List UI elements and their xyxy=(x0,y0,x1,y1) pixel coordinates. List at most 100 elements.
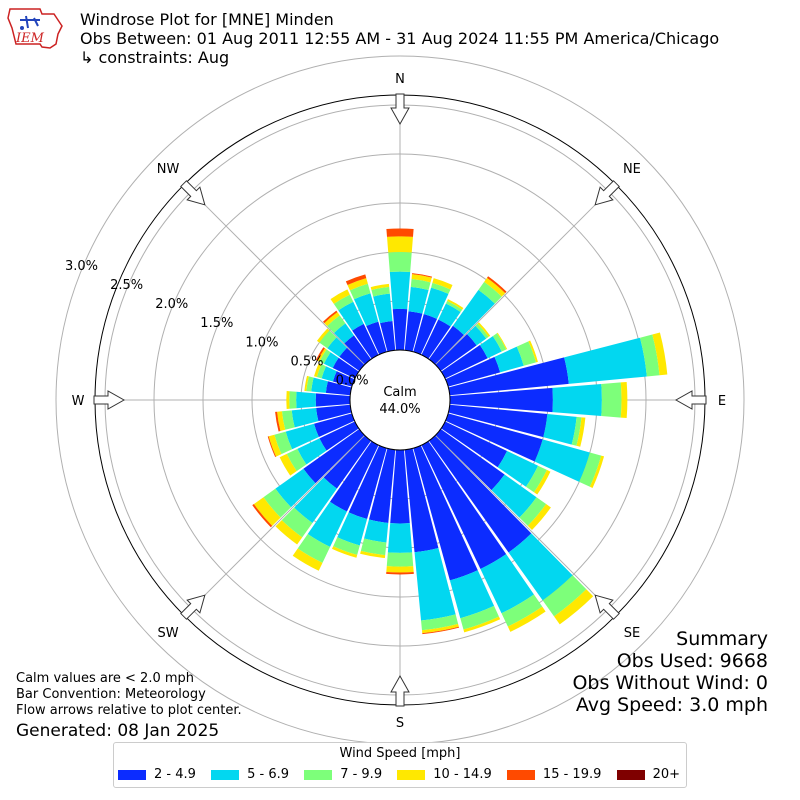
wind-bar-340-bin-3 xyxy=(347,278,368,291)
direction-label-sw: SW xyxy=(158,626,179,641)
wind-bar-220-bin-1 xyxy=(294,477,337,523)
wind-bar-10-bin-4 xyxy=(412,273,433,278)
wind-bar-140-bin-1 xyxy=(508,533,573,601)
wind-bar-150-bin-2 xyxy=(501,594,543,627)
direction-label-ne: NE xyxy=(623,162,641,177)
wind-bar-210-bin-1 xyxy=(307,501,347,547)
wind-bar-250-bin-0 xyxy=(314,413,355,438)
wind-bar-0-bin-4 xyxy=(386,228,414,237)
legend-item-bin-3: 10 - 14.9 xyxy=(397,767,492,782)
wind-bar-320-bin-1 xyxy=(333,323,354,344)
wind-bar-330-bin-0 xyxy=(352,323,379,359)
wind-bar-130-bin-2 xyxy=(519,497,547,526)
wind-bar-100-bin-2 xyxy=(571,416,582,446)
wind-bar-240-bin-2 xyxy=(286,448,307,472)
wind-bar-230-bin-4 xyxy=(252,504,273,528)
legend-swatch xyxy=(616,769,645,780)
wind-bar-260-bin-1 xyxy=(291,408,319,428)
generated-date: Generated: 08 Jan 2025 xyxy=(16,721,220,741)
wind-bar-190-bin-3 xyxy=(360,550,386,559)
wind-bar-130-bin-3 xyxy=(527,504,551,530)
summary-avg-speed: Avg Speed: 3.0 mph xyxy=(575,694,768,716)
wind-bar-120-bin-2 xyxy=(525,465,547,493)
wind-bar-320-bin-2 xyxy=(327,315,346,333)
wind-bar-330-bin-2 xyxy=(333,294,354,311)
legend-item-bin-0: 2 - 4.9 xyxy=(118,767,196,782)
wind-bar-250-bin-3 xyxy=(268,434,282,457)
wind-bar-90-bin-2 xyxy=(601,382,622,418)
flow-arrow-s xyxy=(390,674,410,707)
wind-bar-210-bin-0 xyxy=(329,441,379,512)
wind-bar-340-bin-2 xyxy=(349,283,371,300)
wind-bar-140-bin-2 xyxy=(542,575,587,617)
radial-gridline xyxy=(183,435,365,617)
flow-arrow-se xyxy=(594,594,620,620)
wind-bar-10-bin-1 xyxy=(408,286,429,314)
legend-swatch xyxy=(304,769,333,780)
wind-bar-200-bin-1 xyxy=(337,512,368,546)
wind-bar-80-bin-2 xyxy=(640,334,660,377)
wind-bar-180-bin-1 xyxy=(387,523,413,553)
note-calm: Calm values are < 2.0 mph xyxy=(16,671,195,686)
radial-tick-label: 0.0% xyxy=(336,374,369,389)
wind-bar-30-bin-0 xyxy=(421,319,451,359)
wind-bar-30-bin-1 xyxy=(438,303,461,327)
wind-bar-40-bin-3 xyxy=(484,277,506,297)
wind-bar-170-bin-0 xyxy=(404,448,439,553)
chart-subtitle-constraints: ↳ constraints: Aug xyxy=(80,48,230,67)
wind-bar-190-bin-2 xyxy=(360,538,387,556)
wind-bar-180-bin-0 xyxy=(390,449,410,524)
note-flow: Flow arrows relative to plot center. xyxy=(16,703,242,718)
wind-bar-300-bin-2 xyxy=(319,349,331,364)
legend-label: 10 - 14.9 xyxy=(433,767,492,782)
wind-bar-10-bin-0 xyxy=(404,311,423,352)
legend-label: 15 - 19.9 xyxy=(542,767,602,782)
wind-bar-330-bin-3 xyxy=(330,289,350,304)
wind-bar-110-bin-3 xyxy=(589,455,605,488)
direction-label-w: W xyxy=(72,394,85,409)
wind-bar-340-bin-4 xyxy=(345,274,367,285)
wind-bar-80-bin-0 xyxy=(448,357,569,396)
wind-bar-40-bin-2 xyxy=(478,281,502,304)
wind-bar-180-bin-4 xyxy=(386,571,414,575)
wind-bar-60-bin-0 xyxy=(441,344,488,379)
wind-bar-80-bin-3 xyxy=(652,332,668,376)
logo-text: IEM xyxy=(15,31,45,46)
wind-bar-280-bin-2 xyxy=(306,376,314,392)
radial-tick-label: 2.0% xyxy=(155,297,188,312)
wind-bar-170-bin-1 xyxy=(414,547,456,621)
wind-bar-150-bin-1 xyxy=(480,554,534,614)
wind-bar-200-bin-3 xyxy=(331,546,358,558)
wind-bar-30-bin-2 xyxy=(445,300,463,313)
wind-bar-10-bin-3 xyxy=(411,274,432,283)
legend-swatch xyxy=(211,769,240,780)
wind-bar-180-bin-2 xyxy=(386,552,414,567)
radial-tick-label: 3.0% xyxy=(65,259,98,274)
iem-logo: IEM xyxy=(7,8,63,49)
wind-bar-190-bin-0 xyxy=(368,448,396,523)
calm-circle xyxy=(349,349,451,451)
wind-bar-200-bin-2 xyxy=(333,537,360,555)
wind-bar-20-bin-2 xyxy=(431,282,451,294)
wind-bar-310-bin-0 xyxy=(339,347,365,372)
flow-arrow-ne xyxy=(594,180,620,206)
wind-bar-90-bin-0 xyxy=(449,387,553,413)
wind-bar-270-bin-0 xyxy=(315,393,351,407)
wind-bar-230-bin-1 xyxy=(275,468,316,508)
legend-title: Wind Speed [mph] xyxy=(339,746,461,761)
chart-subtitle-period: Obs Between: 01 Aug 2011 12:55 AM - 31 A… xyxy=(80,29,720,48)
wind-bar-290-bin-1 xyxy=(321,366,337,382)
legend-swatch xyxy=(506,769,535,780)
radial-tick-label: 1.0% xyxy=(245,335,278,350)
wind-bar-250-bin-1 xyxy=(285,423,319,450)
wind-bar-340-bin-1 xyxy=(353,293,379,326)
wind-bar-80-bin-1 xyxy=(564,337,647,384)
note-convention: Bar Convention: Meteorology xyxy=(16,687,206,702)
wind-bar-300-bin-0 xyxy=(332,357,359,379)
wind-bar-270-bin-2 xyxy=(289,391,297,409)
wind-bar-310-bin-3 xyxy=(316,328,330,343)
wind-bar-270-bin-1 xyxy=(296,391,316,409)
wind-bar-260-bin-0 xyxy=(316,404,352,422)
wind-bar-280-bin-1 xyxy=(311,377,328,393)
wind-bar-40-bin-1 xyxy=(452,289,495,336)
